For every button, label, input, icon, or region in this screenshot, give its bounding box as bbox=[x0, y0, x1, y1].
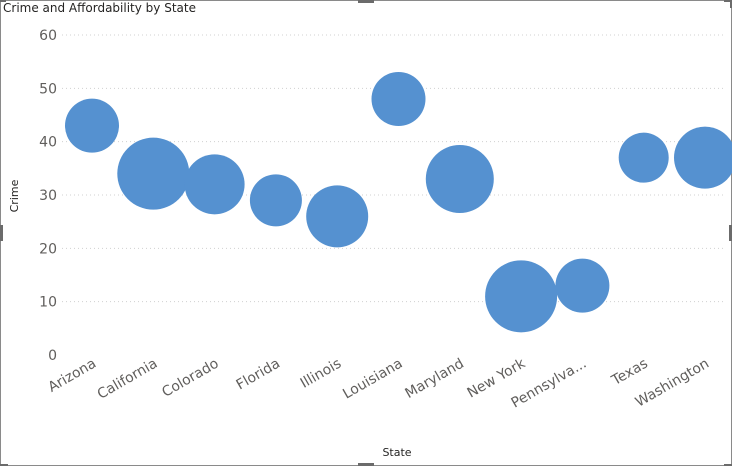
y-tick-label: 50 bbox=[39, 81, 57, 97]
bubble-washington[interactable] bbox=[674, 126, 732, 189]
resize-handle-bottom-right[interactable] bbox=[724, 464, 732, 466]
bubble-louisiana[interactable] bbox=[371, 72, 426, 126]
x-tick-label: California bbox=[95, 356, 161, 403]
y-tick-label: 20 bbox=[39, 241, 57, 257]
bubble-illinois[interactable] bbox=[306, 185, 369, 248]
y-tick-label: 30 bbox=[39, 188, 57, 204]
x-tick-label: Florida bbox=[234, 356, 283, 394]
resize-handle-right[interactable] bbox=[729, 225, 732, 241]
resize-handle-left[interactable] bbox=[0, 225, 3, 241]
gridlines bbox=[62, 34, 725, 303]
x-tick-label: Maryland bbox=[403, 356, 467, 402]
chart-title: Crime and Affordability by State bbox=[3, 1, 196, 15]
bubble-arizona[interactable] bbox=[65, 98, 119, 153]
resize-handle-bottom[interactable] bbox=[358, 463, 374, 466]
resize-handle-top-left[interactable] bbox=[0, 0, 6, 2]
resize-handle-top-right-v[interactable] bbox=[730, 0, 732, 8]
x-tick-label: Colorado bbox=[159, 356, 221, 401]
bubble-pennsylva[interactable] bbox=[555, 258, 610, 313]
bubble-texas[interactable] bbox=[618, 132, 669, 183]
resize-handle-top-right[interactable] bbox=[724, 0, 732, 2]
y-tick-label: 60 bbox=[39, 28, 57, 44]
bubble-maryland[interactable] bbox=[425, 145, 494, 213]
resize-handle-bottom-left[interactable] bbox=[0, 464, 8, 466]
y-axis-ticks: 0 10 20 30 40 50 60 bbox=[39, 28, 57, 364]
bubble-colorado[interactable] bbox=[184, 154, 245, 215]
y-tick-label: 10 bbox=[39, 295, 57, 311]
x-tick-label: Texas bbox=[608, 356, 650, 390]
y-axis-title: Crime bbox=[8, 179, 21, 212]
x-tick-label: Illinois bbox=[298, 356, 344, 392]
bubble-california[interactable] bbox=[117, 137, 190, 210]
bubbles bbox=[65, 72, 732, 333]
resize-handle-top[interactable] bbox=[358, 0, 374, 3]
y-tick-label: 40 bbox=[39, 135, 57, 151]
y-tick-label: 0 bbox=[48, 348, 57, 364]
bubble-florida[interactable] bbox=[249, 174, 302, 227]
bubble-new-york[interactable] bbox=[485, 260, 558, 333]
x-axis-title: State bbox=[382, 446, 411, 459]
x-tick-label: Louisiana bbox=[340, 356, 405, 403]
